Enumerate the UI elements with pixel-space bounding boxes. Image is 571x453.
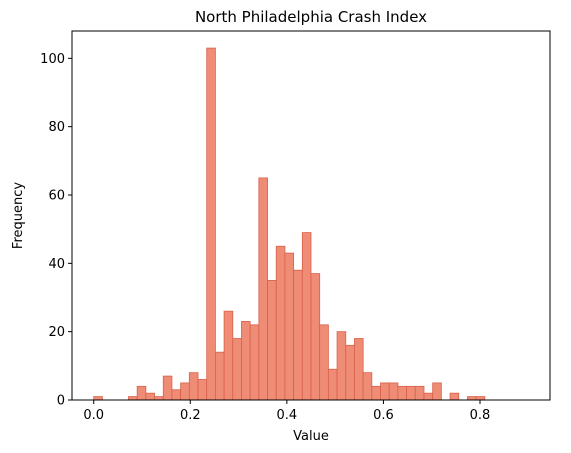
histogram-bar (449, 392, 460, 401)
histogram-bar (310, 273, 321, 401)
x-tick-label: 0.4 (277, 408, 298, 423)
x-tick-label: 0.2 (180, 408, 201, 423)
histogram-bar (475, 396, 486, 401)
histogram-bar (145, 392, 155, 401)
y-tick-label: 100 (40, 52, 65, 67)
histogram-bar (214, 351, 225, 401)
histogram-bar (397, 385, 407, 401)
histogram-bar (336, 331, 347, 401)
y-tick-label: 0 (57, 394, 65, 409)
histogram-bar (267, 280, 277, 401)
histogram-bar (388, 382, 399, 401)
histogram-bar (223, 310, 234, 401)
histogram-bar (93, 396, 103, 401)
histogram-bar (241, 321, 251, 401)
histogram-bar (171, 389, 182, 401)
histogram-bar (197, 379, 208, 401)
y-tick-label: 20 (48, 325, 65, 340)
x-axis-ticks: 0.0 0.2 0.4 0.6 0.8 (83, 400, 490, 423)
histogram-bar (180, 382, 190, 401)
histogram-bar (128, 396, 138, 401)
histogram-bar (206, 47, 216, 401)
histogram-bar (154, 396, 164, 401)
histogram-bar (188, 372, 199, 401)
histogram-bar (345, 344, 355, 401)
histogram-bar (249, 324, 260, 401)
y-axis-label: Frequency (11, 182, 26, 249)
histogram-bar (423, 392, 434, 401)
histogram-bar (293, 269, 303, 401)
histogram-bar (406, 385, 416, 401)
histogram-bar (258, 177, 268, 401)
histogram-bar (432, 382, 442, 401)
histogram-bar (284, 252, 295, 401)
histogram-bar (467, 396, 477, 401)
x-tick-label: 0.8 (470, 408, 491, 423)
histogram-bar (319, 324, 329, 401)
histogram-bar (380, 382, 390, 401)
y-tick-label: 80 (48, 120, 65, 135)
y-tick-label: 60 (48, 189, 65, 204)
histogram-bar (354, 338, 364, 401)
histogram-bar (362, 372, 373, 401)
x-tick-label: 0.6 (373, 408, 394, 423)
chart-title: North Philadelphia Crash Index (195, 8, 427, 26)
histogram-bar (414, 385, 425, 401)
y-tick-label: 40 (48, 257, 65, 272)
plot-frame (71, 30, 551, 401)
y-axis-ticks: 0 20 40 60 80 100 (40, 52, 72, 409)
histogram-bar (162, 375, 173, 401)
histogram-bar (275, 245, 286, 401)
histogram-bar (327, 368, 338, 401)
x-axis-label: Value (293, 429, 329, 444)
histogram-bar (301, 232, 312, 401)
histogram-bar (232, 338, 242, 401)
x-tick-label: 0.0 (83, 408, 104, 423)
bars-group (93, 47, 486, 401)
histogram-bar (371, 385, 381, 401)
histogram-bar (136, 385, 147, 401)
